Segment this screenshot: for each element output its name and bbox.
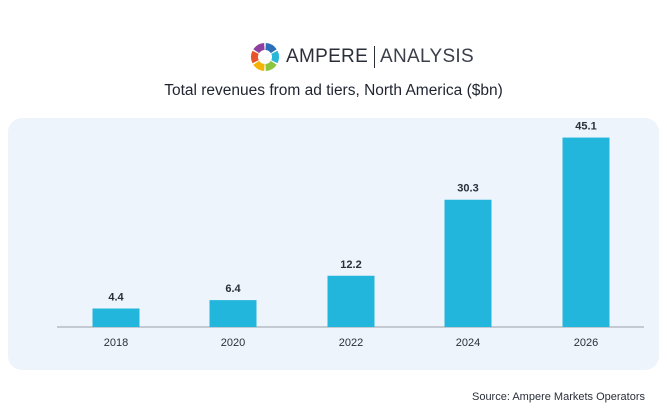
logo-segment bbox=[265, 60, 277, 71]
logo-segment bbox=[251, 50, 259, 64]
data-label-2022: 12.2 bbox=[340, 259, 361, 271]
x-tick-label-2026: 2026 bbox=[574, 337, 598, 349]
data-label-2026: 45.1 bbox=[575, 121, 596, 133]
ampere-ring-logo-icon bbox=[251, 43, 279, 71]
brand-name-primary: AMPERE bbox=[286, 46, 369, 67]
chart-title: Total revenues from ad tiers, North Amer… bbox=[164, 82, 503, 99]
brand-logo: AMPERE ANALYSIS bbox=[250, 40, 474, 74]
brand-divider bbox=[374, 46, 376, 68]
bar-2026 bbox=[562, 137, 610, 327]
x-tick-label-2020: 2020 bbox=[221, 337, 245, 349]
data-label-2024: 30.3 bbox=[457, 183, 478, 195]
x-tick-label-2022: 2022 bbox=[339, 337, 363, 349]
source-note: Source: Ampere Markets Operators bbox=[471, 391, 645, 403]
logo-segment bbox=[265, 43, 277, 54]
logo-segment bbox=[253, 43, 265, 54]
bar-2022 bbox=[327, 275, 375, 327]
logo-segment bbox=[271, 50, 279, 64]
chart-panel bbox=[8, 118, 659, 370]
bar-2024 bbox=[444, 199, 492, 327]
x-tick-label-2024: 2024 bbox=[456, 337, 480, 349]
data-label-2020: 6.4 bbox=[225, 283, 241, 295]
bar-2018 bbox=[92, 308, 140, 327]
logo-segment bbox=[253, 60, 265, 71]
data-label-2018: 4.4 bbox=[108, 292, 124, 304]
x-tick-label-2018: 2018 bbox=[104, 337, 128, 349]
bar-2020 bbox=[209, 300, 257, 327]
brand-name-secondary: ANALYSIS bbox=[380, 46, 474, 67]
